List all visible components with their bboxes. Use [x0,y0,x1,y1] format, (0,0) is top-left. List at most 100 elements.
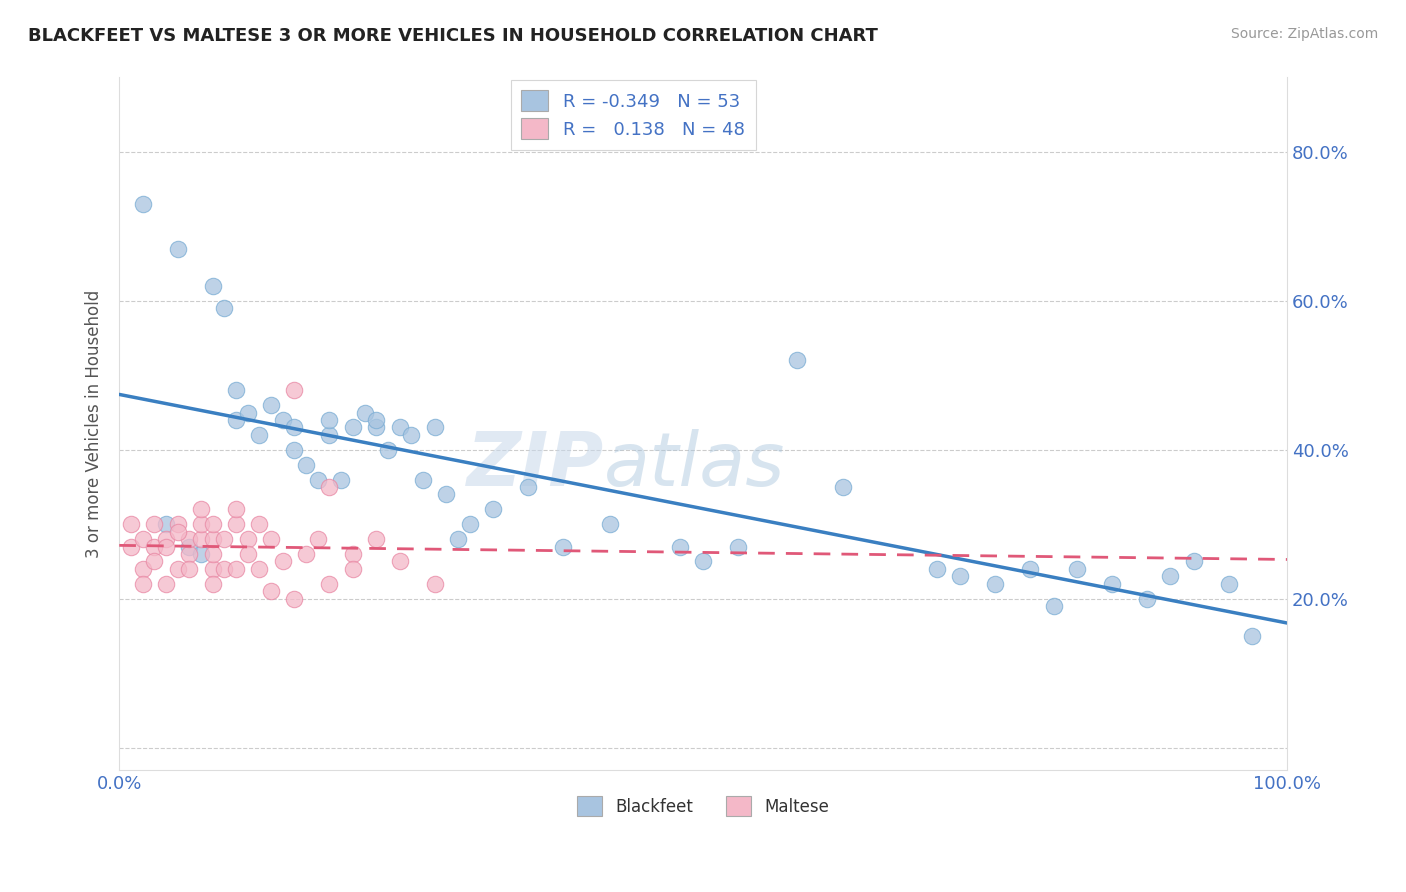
Point [447,532,470,546]
Point [434,487,457,501]
Point [155,532,177,546]
Point [166,562,188,576]
Point [786,353,808,368]
Point [190,502,212,516]
Point [949,569,972,583]
Point [517,480,540,494]
Point [190,532,212,546]
Point [1019,562,1042,576]
Point [249,562,271,576]
Y-axis label: 3 or more Vehicles in Household: 3 or more Vehicles in Household [86,290,103,558]
Point [1042,599,1064,614]
Point [236,405,259,419]
Point [249,517,271,532]
Point [143,540,166,554]
Point [1182,554,1205,568]
Point [342,420,364,434]
Point [214,532,236,546]
Point [283,420,305,434]
Point [179,540,201,554]
Point [366,532,388,546]
Point [1241,629,1264,643]
Point [1066,562,1088,576]
Point [143,554,166,568]
Point [832,480,855,494]
Point [353,405,375,419]
Point [318,428,340,442]
Point [342,562,364,576]
Point [201,547,224,561]
Point [260,398,283,412]
Point [669,540,692,554]
Point [692,554,714,568]
Point [307,532,329,546]
Point [131,532,153,546]
Point [201,279,224,293]
Point [295,458,318,472]
Point [225,413,247,427]
Point [155,540,177,554]
Point [131,197,153,211]
Point [214,301,236,316]
Point [214,562,236,576]
Point [271,413,294,427]
Point [342,547,364,561]
Point [1218,577,1240,591]
Point [179,562,201,576]
Point [330,473,353,487]
Point [1101,577,1123,591]
Point [283,591,305,606]
Point [412,473,434,487]
Point [1159,569,1181,583]
Point [388,554,411,568]
Point [201,517,224,532]
Point [307,473,329,487]
Point [551,540,574,554]
Point [190,517,212,532]
Point [399,428,422,442]
Point [283,383,305,397]
Legend: Blackfeet, Maltese: Blackfeet, Maltese [568,788,838,824]
Point [225,383,247,397]
Point [423,420,446,434]
Point [236,532,259,546]
Text: BLACKFEET VS MALTESE 3 OR MORE VEHICLES IN HOUSEHOLD CORRELATION CHART: BLACKFEET VS MALTESE 3 OR MORE VEHICLES … [28,27,877,45]
Point [283,442,305,457]
Point [295,547,318,561]
Text: atlas: atlas [605,429,786,501]
Point [120,517,142,532]
Point [388,420,411,434]
Point [366,420,388,434]
Point [727,540,749,554]
Point [179,532,201,546]
Point [1136,591,1159,606]
Point [166,242,188,256]
Point [225,562,247,576]
Point [236,547,259,561]
Point [155,577,177,591]
Point [201,577,224,591]
Text: ZIP: ZIP [467,429,605,502]
Point [131,577,153,591]
Point [984,577,1007,591]
Point [458,517,481,532]
Point [155,517,177,532]
Text: Source: ZipAtlas.com: Source: ZipAtlas.com [1230,27,1378,41]
Point [201,532,224,546]
Point [179,547,201,561]
Point [318,577,340,591]
Point [482,502,505,516]
Point [143,517,166,532]
Point [271,554,294,568]
Point [190,547,212,561]
Point [166,517,188,532]
Point [225,517,247,532]
Point [366,413,388,427]
Point [131,562,153,576]
Point [166,524,188,539]
Point [318,413,340,427]
Point [249,428,271,442]
Point [318,480,340,494]
Point [925,562,948,576]
Point [260,584,283,599]
